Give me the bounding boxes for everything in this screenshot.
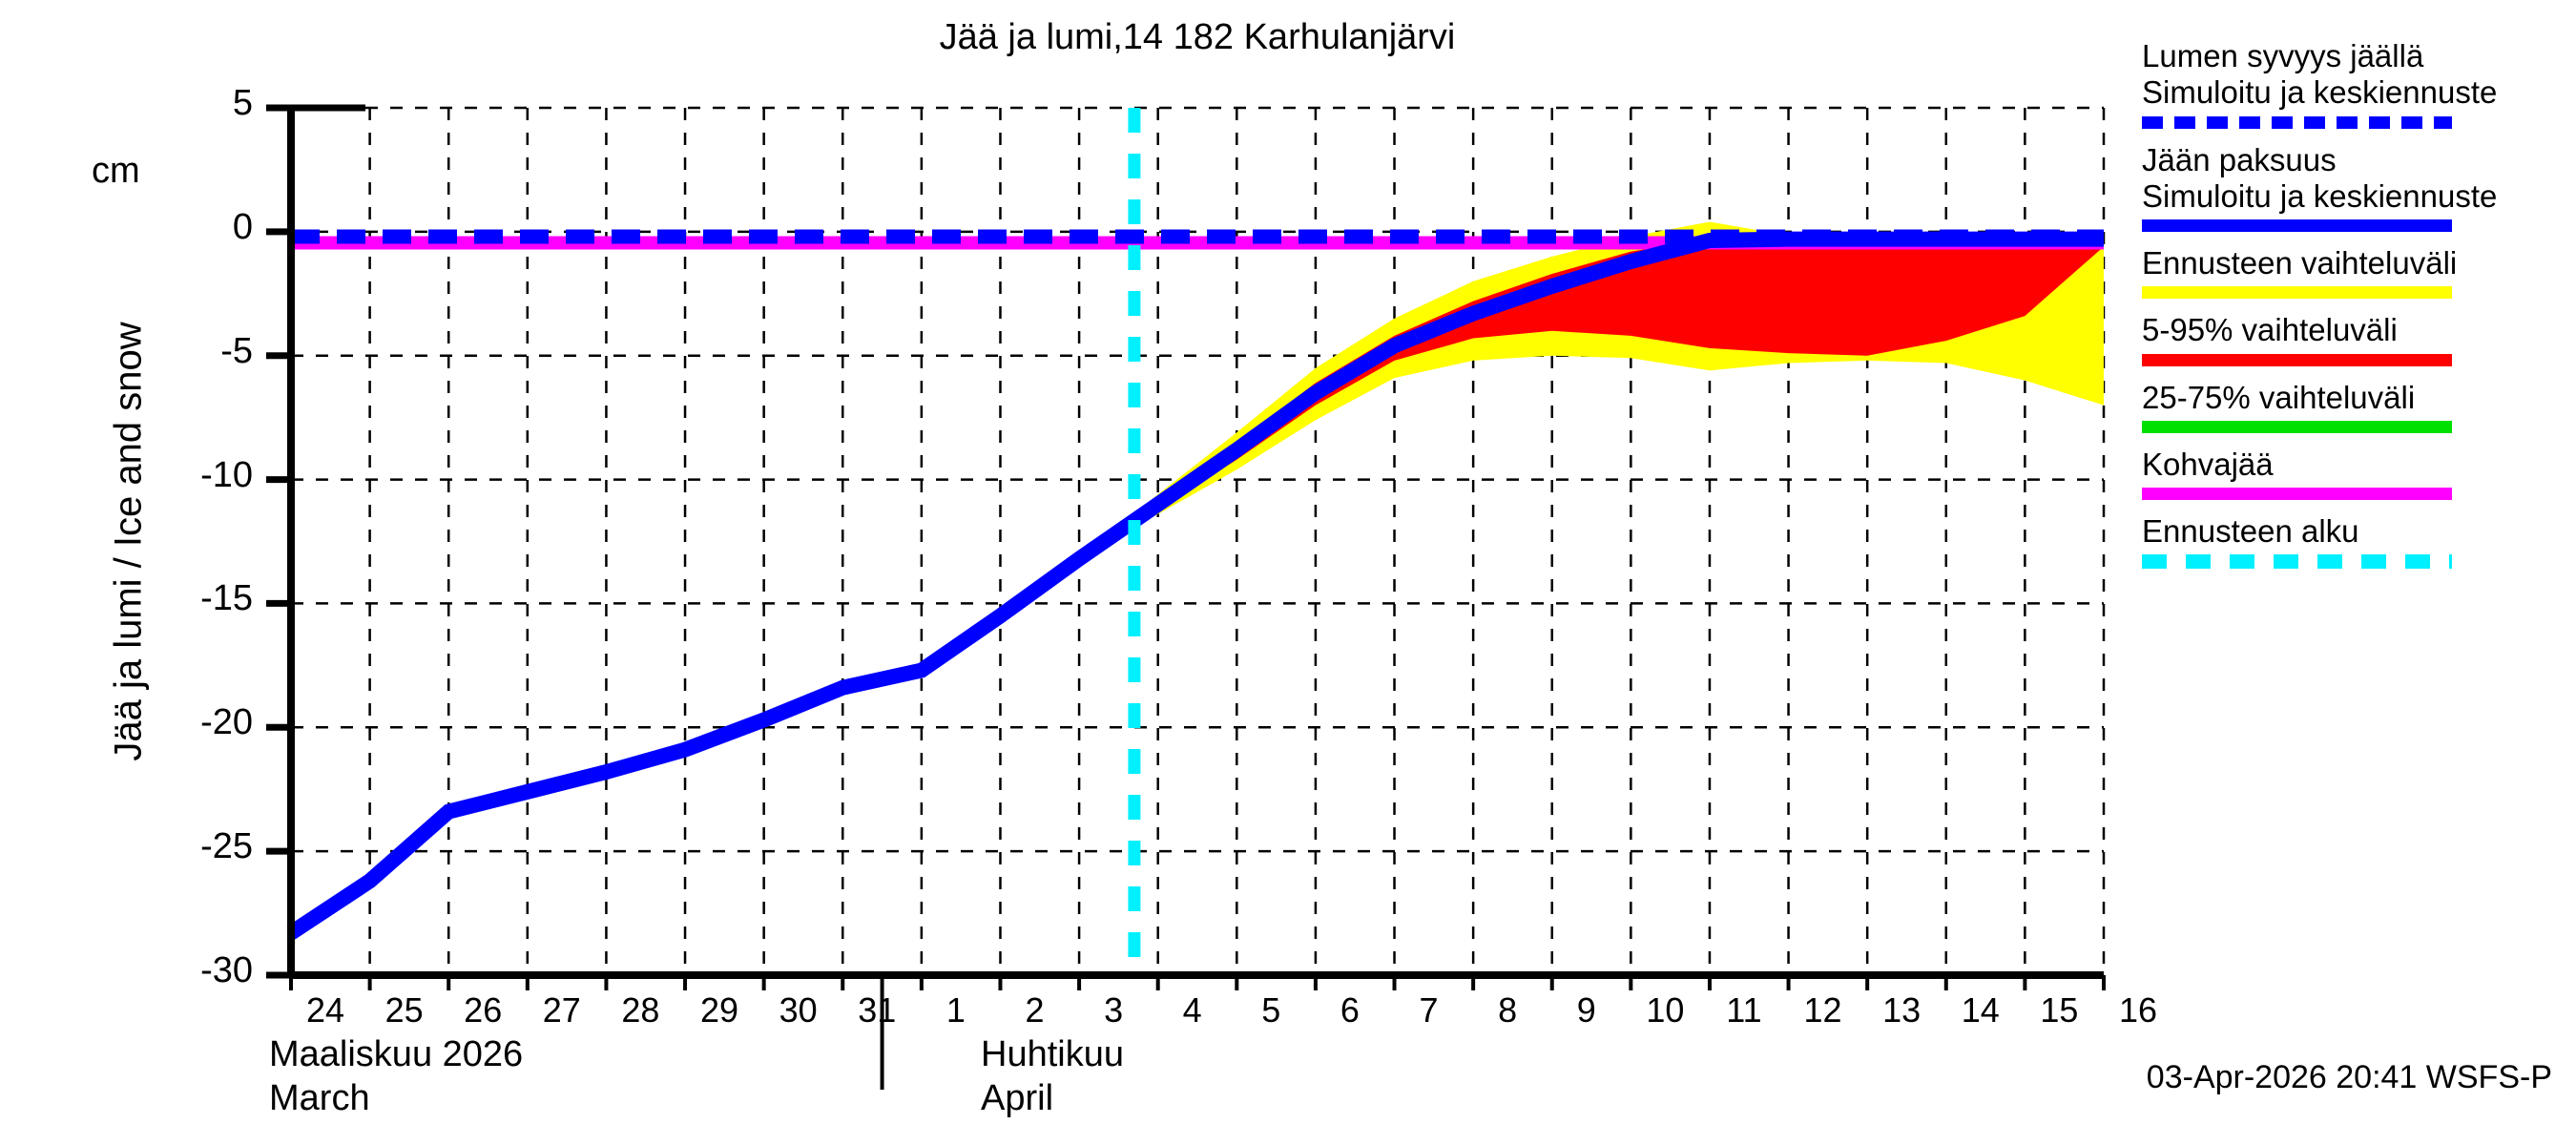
page-title: Jää ja lumi,14 182 Karhulanjärvi [939,17,1456,57]
x-tick-label: 8 [1498,990,1518,1030]
legend-item: Jään paksuus Simuloitu ja keskiennuste [2142,142,2562,233]
legend-swatch [2142,554,2452,570]
x-tick-label: 14 [1961,990,2000,1030]
y-tick-label: -30 [200,950,253,990]
x-tick-label: 27 [542,990,581,1030]
legend-item: Ennusteen alku [2142,513,2562,570]
x-tick-label: 25 [384,990,424,1030]
x-tick-label: 30 [779,990,818,1030]
x-tick-label: 6 [1340,990,1360,1030]
legend-item-title: Jään paksuus [2142,141,2337,177]
x-tick-label: 26 [464,990,503,1030]
x-tick-label: 4 [1182,990,1202,1030]
y-tick-label: -15 [200,578,253,619]
legend-item-title: Ennusteen vaihteluväli [2142,245,2458,281]
legend-item-title: Lumen syvyys jäällä [2142,38,2424,73]
x-tick-label: 13 [1882,990,1922,1030]
x-tick-label: 12 [1803,990,1842,1030]
y-tick-label: 0 [232,206,253,247]
month-label-left: Maaliskuu 2026 March [269,1032,523,1121]
month-left-fi: Maaliskuu 2026 [269,1034,524,1074]
month-label-right: Huhtikuu April [981,1032,1124,1121]
y-tick-label: -5 [220,330,253,371]
month-right-fi: Huhtikuu [981,1034,1124,1074]
legend-swatch [2142,286,2452,300]
legend-item-title: Ennusteen alku [2142,513,2359,550]
legend-item: Lumen syvyys jäällä Simuloitu ja keskienn… [2142,38,2562,129]
x-tick-label: 28 [621,990,660,1030]
x-tick-label: 7 [1419,990,1439,1030]
legend-item-title: Kohvajää [2142,446,2274,482]
legend-item: Kohvajää [2142,446,2562,501]
y-tick-label: -10 [200,454,253,495]
month-right-en: April [981,1078,1054,1119]
legend-swatch [2142,219,2452,233]
x-tick-label: 29 [700,990,739,1030]
y-axis-unit: cm [92,151,140,191]
x-tick-label: 10 [1646,990,1685,1030]
x-tick-label: 9 [1576,990,1596,1030]
legend-swatch [2142,115,2452,129]
month-left-en: March [269,1078,370,1119]
chart-legend: Lumen syvyys jäällä Simuloitu ja keskienn… [2142,38,2562,582]
x-tick-label: 3 [1104,990,1124,1030]
y-tick-label: 5 [232,83,253,123]
x-tick-label: 15 [2040,990,2079,1030]
legend-item: Ennusteen vaihteluväli [2142,245,2562,300]
x-tick-label: 2 [1025,990,1045,1030]
timestamp: 03-Apr-2026 20:41 WSFS-P [2146,1059,2552,1095]
legend-item-subtitle: Simuloitu ja keskiennuste [2142,177,2498,214]
x-tick-label: 16 [2118,990,2158,1030]
y-tick-label: -25 [200,826,253,867]
legend-item: 5-95% vaihteluväli [2142,312,2562,366]
x-tick-label: 1 [945,990,966,1030]
legend-swatch [2142,488,2452,501]
legend-item: 25-75% vaihteluväli [2142,380,2562,433]
legend-swatch [2142,420,2452,433]
legend-item-title: 25-75% vaihteluväli [2142,379,2416,415]
legend-swatch [2142,353,2452,366]
legend-item-title: 5-95% vaihteluväli [2142,312,2398,348]
x-tick-label: 11 [1726,990,1762,1030]
x-tick-label: 24 [305,990,345,1030]
x-tick-label: 31 [858,990,897,1030]
y-tick-label: -20 [200,702,253,743]
x-tick-label: 5 [1261,990,1281,1030]
legend-item-subtitle: Simuloitu ja keskiennuste [2142,74,2498,111]
